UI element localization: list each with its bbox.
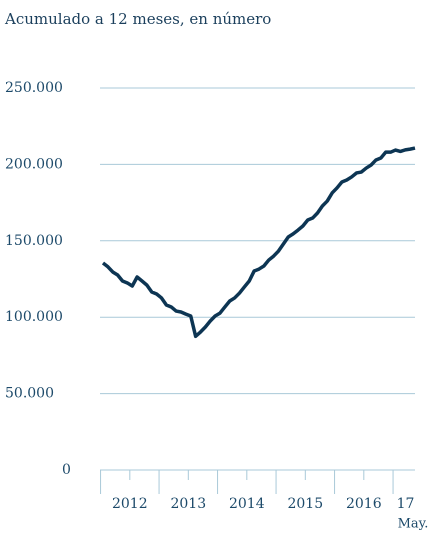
x-note: May. [398,517,429,532]
x-tick-label: 2015 [287,496,323,512]
chart-title: Acumulado a 12 meses, en número [4,10,271,28]
y-tick-label: 100.000 [5,309,63,325]
y-tick-label: 150.000 [5,233,63,249]
x-tick-label: 2013 [170,496,206,512]
x-tick-label: 2016 [346,496,382,512]
y-tick-label: 50.000 [5,386,54,402]
line-series [101,146,416,339]
y-tick-label: 0 [62,462,71,478]
x-tick-label: 2014 [229,496,265,512]
y-tick-label: 250.000 [5,80,63,96]
x-tick-label: 2012 [112,496,148,512]
x-tick-label: 17 [397,496,415,512]
y-tick-label: 200.000 [5,156,63,172]
